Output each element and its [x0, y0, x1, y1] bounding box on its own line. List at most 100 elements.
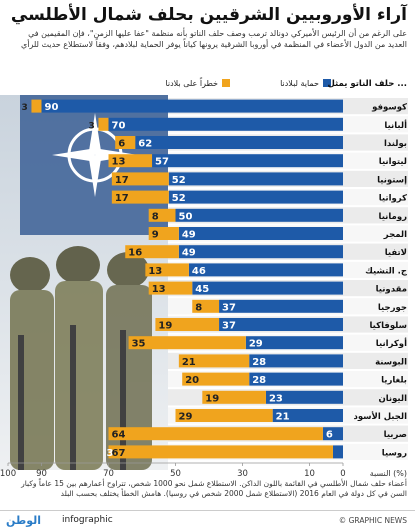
bar-threat-label: 3 [88, 121, 94, 131]
bar-threat-label: 19 [205, 393, 219, 404]
category-label: ليتوانيا [379, 157, 407, 167]
bar-protection [272, 409, 343, 422]
x-tick-label: 70 [103, 469, 114, 479]
category-label: مقدونيا [376, 285, 407, 295]
bar-threat [108, 154, 153, 168]
bar-protection-label: 6 [326, 430, 333, 441]
bar-threat [115, 136, 136, 149]
footer: الوطن infographic © GRAPHIC NEWS [0, 510, 415, 530]
bar-protection-label: 49 [182, 248, 196, 259]
legend-label-protection: حماية لبلادنا [280, 79, 319, 88]
category-label: ألبانيا [384, 119, 407, 131]
category-label: رومانيا [379, 212, 408, 222]
bar-protection-label: 57 [155, 157, 169, 168]
bar-threat [192, 299, 220, 313]
legend-swatch-threat [222, 79, 230, 87]
bar-protection-label: 29 [249, 339, 263, 350]
bar-protection-label: 90 [45, 102, 59, 113]
category-label: المجر [383, 230, 407, 240]
bar-protection [332, 445, 343, 459]
bar-protection-label: 49 [182, 230, 196, 241]
bar-protection-label: 37 [222, 321, 236, 332]
x-tick-label: 10 [304, 469, 315, 479]
x-tick-label: 30 [237, 469, 248, 479]
bar-protection-label: 28 [252, 375, 266, 386]
bar-threat-label: 17 [115, 175, 129, 186]
bar-protection [249, 372, 343, 386]
bar-protection [135, 136, 343, 149]
category-label: الجبل الأسود [353, 411, 407, 422]
bar-threat [111, 172, 169, 186]
category-label: لاتفيا [385, 248, 407, 258]
bar-threat [111, 190, 169, 204]
bar-protection [108, 117, 343, 131]
legend-swatch-protection [323, 79, 331, 87]
bar-protection [178, 227, 343, 240]
category-label: جورجيا [378, 303, 407, 313]
bar-protection [249, 354, 343, 368]
bar-protection [175, 208, 343, 222]
bar-threat [155, 318, 220, 331]
bar-protection-label: 70 [112, 120, 126, 131]
row-header: حلف الناتو يمثل ... [327, 79, 407, 89]
category-label: كرواتيا [379, 194, 407, 204]
x-tick-label: 0 [340, 469, 345, 479]
bar-threat-label: 13 [148, 266, 162, 277]
footnote: أعضاء حلف شمال الأطلسي في القائمة باللون… [21, 479, 407, 498]
bar-threat-label: 13 [112, 157, 126, 168]
bar-threat-label: 64 [112, 430, 126, 441]
bar-threat [148, 281, 193, 295]
bar-threat [108, 445, 333, 459]
bar-protection [245, 336, 343, 350]
bar-protection [41, 99, 343, 113]
bar-protection [152, 154, 343, 168]
category-label: بولندا [384, 139, 407, 149]
bar-protection-label: 52 [172, 175, 186, 186]
category-label: كوسوفو [371, 103, 407, 113]
bar-protection [265, 390, 343, 404]
bar-protection [188, 263, 343, 277]
bar-threat-label: 3 [21, 103, 27, 113]
bar-protection-label: 46 [192, 266, 206, 277]
category-label: أوكرانيا [376, 337, 407, 349]
category-label: روسيا [382, 448, 407, 458]
bar-protection-label: 52 [172, 193, 186, 204]
bar-threat [175, 409, 273, 422]
bar-protection-label: 21 [276, 412, 290, 423]
axis-title: النسبة (%) [370, 469, 407, 478]
bar-threat-label: 67 [112, 448, 126, 459]
category-label: سلوفاكيا [369, 321, 407, 331]
bar-threat-label: 9 [152, 230, 159, 241]
bar-threat-label: 20 [185, 375, 199, 386]
bar-protection [219, 299, 343, 313]
category-label: صربيا [384, 430, 407, 440]
bar-threat [148, 208, 176, 222]
bar-threat-label: 29 [179, 412, 193, 423]
bar-protection [219, 318, 343, 331]
bar-threat [202, 390, 266, 404]
category-label: ج. التشيك [365, 266, 408, 276]
bar-protection-label: 45 [195, 284, 209, 295]
bar-threat [98, 117, 109, 131]
bar-threat-label: 6 [118, 139, 125, 150]
bar-threat [128, 336, 246, 350]
bar-protection-label: 23 [269, 393, 283, 404]
soldiers-silhouette [10, 246, 152, 470]
bar-protection [322, 427, 343, 441]
bar-threat [182, 372, 250, 386]
bar-protection [168, 190, 343, 204]
bar-protection [168, 172, 343, 186]
category-label: البوسنة [375, 357, 407, 367]
credit-text: © GRAPHIC NEWS [338, 516, 407, 525]
bar-threat [125, 245, 179, 259]
page-title: آراء الأوروبيين الشرقيين بحلف شمال الأطل… [10, 5, 407, 25]
bar-protection-label: 37 [222, 302, 236, 313]
bar-threat-label: 19 [158, 321, 172, 332]
brand-logo: الوطن [6, 514, 42, 527]
category-label: بلغاريا [381, 376, 407, 386]
x-tick-label: 90 [36, 469, 47, 479]
category-label: إستونيا [377, 175, 407, 185]
bar-threat-label: 8 [195, 302, 202, 313]
bar-protection-label: 62 [138, 139, 152, 150]
